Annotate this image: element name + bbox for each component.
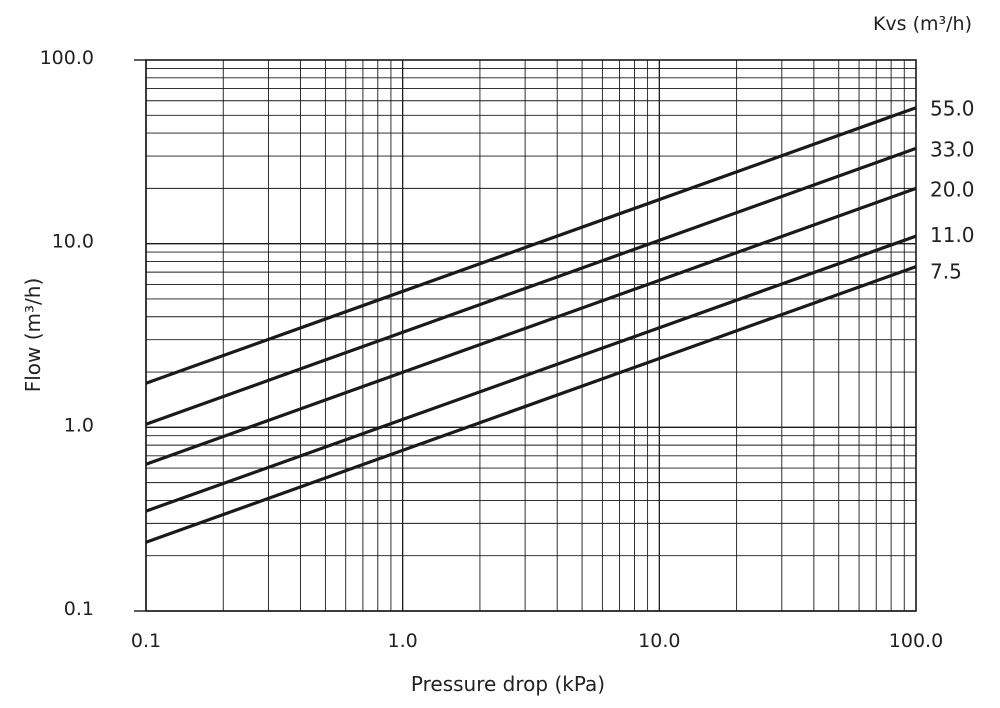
plot-border — [145, 59, 917, 612]
x-tick-label: 100.0 — [889, 630, 943, 652]
series-label-kvs-11-0: 11.0 — [930, 223, 975, 247]
series-line-kvs-33-0 — [145, 146, 917, 426]
y-tick-label: 10.0 — [52, 231, 94, 253]
x-axis-title: Pressure drop (kPa) — [411, 672, 605, 696]
y-axis-title: Flow (m³/h) — [21, 278, 45, 393]
y-tick-label: 100.0 — [40, 47, 94, 69]
x-tick-label: 0.1 — [131, 630, 161, 652]
series-labels: 55.0 33.0 20.0 11.0 7.5 — [930, 97, 975, 284]
y-tick-label: 0.1 — [64, 598, 94, 620]
series-line-kvs-7-5 — [145, 265, 917, 544]
series-label-kvs-20-0: 20.0 — [930, 177, 975, 201]
legend-title: Kvs (m³/h) — [873, 13, 972, 35]
plot-frame — [134, 59, 917, 612]
series-label-kvs-55-0: 55.0 — [930, 97, 975, 121]
series-line-kvs-11-0 — [145, 234, 917, 513]
series-label-kvs-33-0: 33.0 — [930, 137, 975, 161]
tick-labels: 0.1 1.0 10.0 100.0 0.1 1.0 10.0 100.0 — [40, 47, 944, 652]
y-tick-label: 1.0 — [64, 414, 94, 436]
series-line-kvs-55-0 — [145, 106, 917, 385]
series-lines — [145, 106, 917, 544]
series-label-kvs-7-5: 7.5 — [930, 260, 962, 284]
grid — [145, 60, 916, 612]
x-tick-label: 1.0 — [388, 630, 418, 652]
series-line-kvs-20-0 — [145, 186, 917, 466]
x-tick-label: 10.0 — [638, 630, 680, 652]
